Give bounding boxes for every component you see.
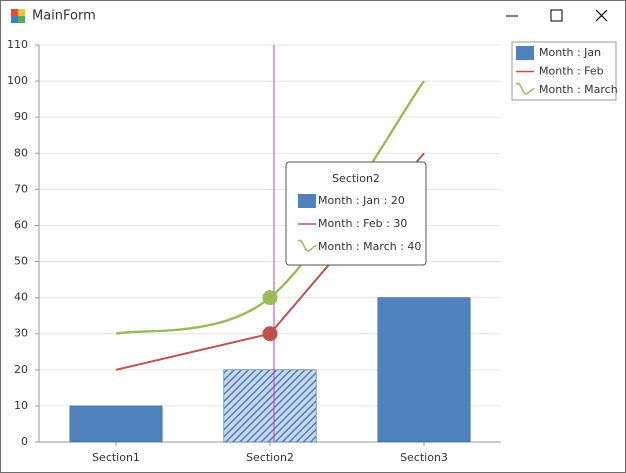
title-bar: MainForm: [1, 1, 625, 31]
tooltip-item: Month : March : 40: [318, 240, 421, 253]
app-icon: [11, 9, 25, 23]
x-tick-label: Section3: [400, 451, 448, 464]
y-tick-label: 30: [14, 327, 28, 340]
x-tick-label: Section2: [246, 451, 294, 464]
tooltip: Section2 Month : Jan : 20 Month : Feb : 30…: [285, 161, 427, 266]
legend-swatch: [297, 239, 317, 252]
tooltip-title: Section2: [332, 172, 380, 185]
legend-label: Month : March: [539, 83, 618, 96]
y-tick-label: 10: [14, 399, 28, 412]
x-tick-label: Section1: [92, 451, 140, 464]
legend-swatch: [516, 46, 534, 60]
highlight-marker: [262, 326, 278, 342]
legend-swatch: [515, 82, 535, 95]
y-tick-label: 90: [14, 110, 28, 123]
y-tick-label: 50: [14, 255, 28, 268]
y-tick-label: 0: [21, 435, 28, 448]
maximize-button[interactable]: [550, 9, 563, 22]
y-tick-label: 70: [14, 182, 28, 195]
tooltip-box: [285, 161, 427, 266]
y-tick-label: 80: [14, 146, 28, 159]
bar: [69, 405, 163, 443]
bar: [223, 369, 317, 443]
y-tick-label: 110: [7, 38, 28, 51]
bar: [377, 297, 471, 443]
tooltip-item: Month : Feb : 30: [318, 217, 407, 230]
title-bar-bg: [1, 1, 625, 31]
window-title: MainForm: [32, 9, 96, 24]
close-button[interactable]: [595, 9, 608, 22]
legend-swatch: [298, 194, 316, 208]
legend-label: Month : Jan: [539, 46, 601, 59]
tooltip-item: Month : Jan : 20: [318, 194, 405, 207]
highlight-marker: [262, 290, 278, 306]
y-tick-label: 100: [7, 74, 28, 87]
y-tick-label: 40: [14, 291, 28, 304]
y-tick-label: 20: [14, 363, 28, 376]
legend: Month : Jan Month : Feb Month : March: [511, 41, 618, 101]
y-tick-label: 60: [14, 218, 28, 231]
legend-label: Month : Feb: [539, 65, 604, 78]
